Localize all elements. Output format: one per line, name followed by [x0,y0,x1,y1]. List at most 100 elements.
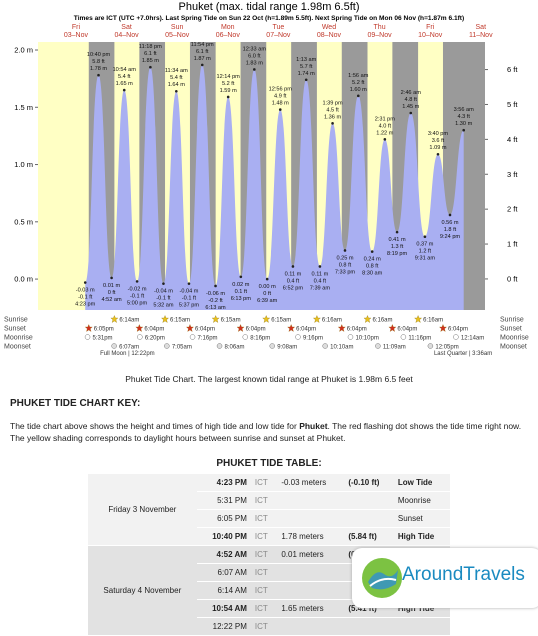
tide-meters: 0.11 m [285,271,302,277]
tide-feet: -0.1 ft [78,295,93,301]
moonrise-time: 11:16pm [408,336,431,342]
tide-meters: 1.30 m [455,121,472,127]
row-label: Sunset [500,326,522,333]
tide-point [162,282,165,285]
tide-feet: 5.8 ft [92,59,105,65]
key-text-2: . The red flashing dot shows the tide ti… [10,421,522,443]
timezone-cell: ICT [250,474,278,492]
y-tick-label: 1.0 m [14,160,33,169]
tide-feet: 5.4 ft [118,74,131,80]
sunrise-icon [110,315,119,323]
y-tick-label: 0.0 m [14,275,33,284]
table-row: 10:40 PM ICT 1.78 meters (5.84 ft) High Tide [88,527,450,546]
sunrise-time: 6:16am [322,318,342,324]
tide-meters: 1.09 m [429,145,446,151]
moonrise-icon [347,334,354,340]
event-cell: Sunset [393,509,450,528]
row-label: Moonset [4,344,31,351]
tide-meters: -0.04 m [154,289,173,295]
moonrise-icon [189,334,196,340]
moonset-time: 8:06am [225,345,245,351]
tide-time: 10:54 am [113,67,137,73]
table-heading: PHUKET TIDE TABLE: [216,458,322,469]
moonset-time: 10:10am [330,345,353,351]
moonset-time: 9:08am [277,345,297,351]
time-cell: 4:23 PM [196,474,251,492]
tide-feet: 0.1 ft [235,289,248,295]
y2-tick-label: 3 ft [507,170,518,179]
tide-meters: 0.41 m [389,237,406,243]
tide-meters: 1.60 m [350,87,367,93]
tide-point [423,235,427,239]
row-label: Moonrise [4,335,33,342]
sunset-time: 6:05pm [94,327,114,333]
tide-time: 8:30 am [362,271,383,277]
moonset-time: 7:05am [172,345,192,351]
moon-phase: Full Moon | 12:22pm [100,351,155,357]
sunset-icon [337,324,346,332]
moonrise-time: 7:16pm [198,336,218,342]
sunrise-icon [211,315,220,323]
timezone-cell: ICT [250,527,278,546]
table-row: 6:05 PM ICT Sunset [88,509,450,528]
tide-feet: 0.8 ft [366,264,379,270]
tide-point [135,280,139,283]
tide-point [331,122,334,125]
moonrise-icon [137,334,143,340]
tide-feet: 6.1 ft [144,51,157,57]
sunrise-icon [363,315,372,323]
sunset-icon [186,324,194,332]
moonset-time: 11:09am [383,345,406,351]
moonrise-icon [400,334,407,340]
tide-time: 11:34 am [165,68,188,74]
sunrise-time: 6:15am [271,318,291,324]
tide-time: 12:33 am [243,46,267,52]
tide-feet: 5.2 ft [352,80,365,86]
y-tick-label: 1.5 m [14,103,33,112]
timezone-cell: ICT [250,491,278,510]
day-label: Fri [426,24,435,31]
tide-meters: 1.65 m [116,81,133,87]
tide-feet: 0.4 ft [287,278,300,284]
day-label: Wed [322,24,336,31]
sunset-time: 6:04pm [296,327,316,333]
key-place: Phuket [299,421,328,431]
moonset-icon [322,343,328,349]
tide-time: 5:37 pm [179,303,200,309]
tide-point [448,213,452,217]
time-cell: 10:54 AM [196,599,251,618]
tide-point [97,73,100,77]
meters-cell: 0.01 meters [277,545,345,564]
moonset-icon [269,343,276,349]
timezone-cell: ICT [250,599,278,618]
feet-cell: (-0.10 ft) [344,474,394,492]
tide-feet: -0.2 ft [208,298,223,304]
moonrise-time: 8:16pm [250,336,270,342]
time-cell: 6:14 AM [196,581,251,600]
y2-tick-label: 4 ft [507,135,518,144]
tide-point [304,78,308,82]
day-date: 05–Nov [165,32,190,39]
tide-feet: 5.2 ft [222,81,235,87]
tide-point [200,63,204,67]
tide-chart: Phuket (max. tidal range 1.98m 6.5ft) Ti… [4,1,529,357]
moonrise-time: 6:20pm [145,336,165,342]
moonrise-time: 9:16pm [303,336,323,342]
day-date: 11–Nov [469,32,493,39]
meters-cell [277,509,345,528]
tide-time: 1:13 am [296,57,317,63]
event-cell: Low Tide [393,474,450,492]
time-cell: 6:07 AM [196,563,251,582]
day-label: Fri [72,24,81,31]
day-cell: Saturday 4 November [88,545,197,636]
sunset-time: 6:04pm [347,327,367,333]
sunrise-icon [262,315,271,323]
logo: AroundTravels [352,548,538,608]
tide-time: 3:40 pm [428,131,449,137]
day-date: 08–Nov [317,32,342,39]
moonrise-time: 12:14am [461,336,484,342]
tide-feet: 4.3 ft [457,114,470,120]
tide-meters: 1.85 m [142,58,159,64]
tide-time: 7:39 am [310,285,331,291]
tide-time: 8:19 pm [387,251,408,257]
